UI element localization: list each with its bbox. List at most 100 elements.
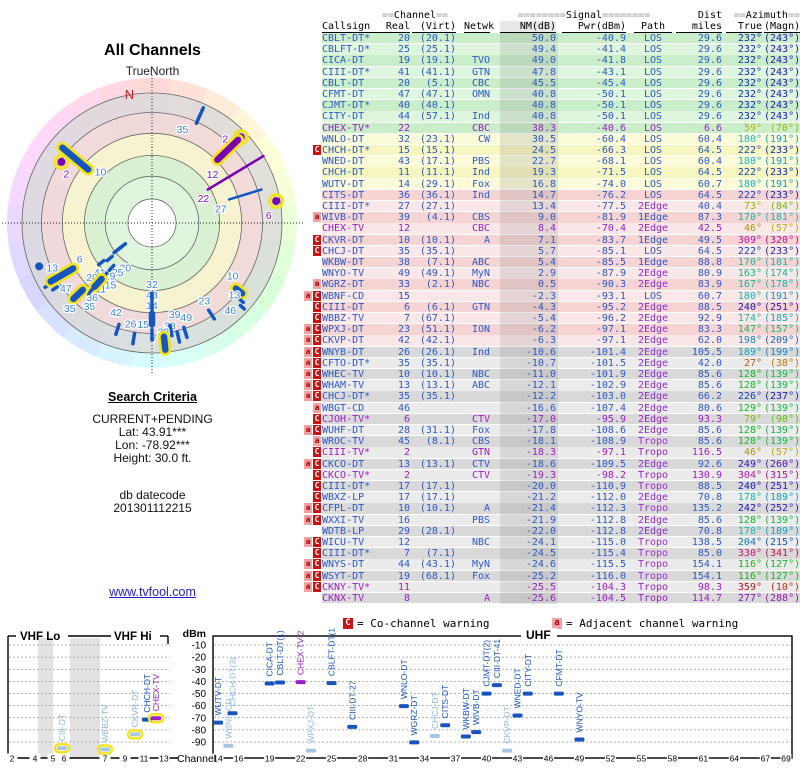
channel-tick-label: 52 [606, 754, 616, 764]
cell-real: 7 [403, 548, 410, 560]
cell-callsign: CIII-TV* [322, 447, 371, 459]
cell-true: 178° [737, 525, 762, 537]
site-link-wrap: www.tvfool.com [40, 585, 265, 599]
column-header-magn: (Magn) [764, 21, 800, 33]
cell-miles: 85.6 [697, 514, 722, 526]
cell-nm: -25.5 [525, 581, 556, 593]
cell-path: 2Edge [637, 525, 669, 537]
channel-tick-label: 31 [389, 754, 399, 764]
cell-magn: (10°) [769, 581, 800, 593]
cell-callsign: CIII-DT* [322, 481, 371, 492]
cell-path: LOS [643, 145, 663, 156]
cell-true: 232° [737, 111, 762, 123]
nm-column-band [500, 201, 558, 213]
tvfool-link[interactable]: www.tvfool.com [109, 585, 196, 599]
station-label: CFMT-DT [554, 649, 564, 686]
cell-true: 180° [737, 290, 762, 302]
radar-channel-label: 2 [222, 134, 228, 146]
cell-real: 29 [397, 525, 410, 537]
cell-real: 38 [397, 257, 410, 268]
cell-magn: (191°) [764, 290, 800, 302]
cell-virt: (47.1) [419, 89, 456, 100]
table-row: a C CKNY-TV* 11 -25.5 -104.3 Tropo 98.3 359° (10°… [298, 581, 800, 593]
cell-callsign: WIVB-DT [322, 212, 365, 224]
cell-miles: 60.4 [697, 156, 722, 168]
cell-nm: -12.1 [525, 380, 556, 392]
tick-pad [388, 753, 400, 763]
cell-magn: (84°) [769, 201, 800, 212]
nm-column-band [500, 369, 558, 381]
co-channel-warning-badge: C [313, 357, 321, 368]
table-row: a WGRZ-DT 33 (2.1) NBC 0.5 -90.3 2Edge 83.9 167°(… [298, 279, 800, 291]
cell-miles: 64.5 [697, 189, 722, 201]
cell-true: 232° [737, 77, 762, 89]
cell-miles: 29.6 [697, 66, 722, 78]
station-label: WNLO-DT [399, 659, 409, 699]
table-row: a C WXXI-TV 16 PBS -21.9 -112.8 2Edge 85.6 128° (1… [298, 514, 800, 526]
cell-virt: (6.1) [425, 301, 456, 313]
station-marker [274, 680, 285, 685]
radar-marker-bar [59, 144, 92, 173]
cell-real: 27 [397, 201, 410, 212]
cell-callsign: CIII-DT* [322, 548, 371, 560]
cell-miles: 42.5 [697, 223, 722, 235]
nm-column-band [500, 77, 558, 89]
cell-real: 2 [403, 469, 410, 481]
radar-channel-label: 20 [119, 263, 131, 275]
nm-column-band [500, 357, 558, 369]
cell-virt: (25.1) [419, 44, 456, 56]
cell-magn: (139°) [764, 380, 800, 392]
cell-path: LOS [643, 44, 663, 56]
cell-nm: -17.8 [525, 425, 556, 436]
cell-pwr: -110.9 [589, 481, 626, 492]
cell-magn: (199°) [764, 346, 800, 358]
cell-pwr: -97.1 [595, 335, 626, 347]
cell-path: 2Edge [637, 380, 669, 392]
adjacent-warning-badge: a [304, 335, 312, 346]
cell-miles: 29.6 [697, 55, 722, 67]
nm-column-band [500, 178, 558, 190]
co-channel-warning-badge: C [313, 503, 321, 514]
cell-true: 129° [737, 402, 762, 414]
nm-column-band [500, 492, 558, 504]
nm-column-band [500, 458, 558, 470]
cell-callsign: CKCO-TV* [322, 469, 371, 481]
cell-netwk: CTV [471, 413, 490, 425]
cell-real: 40 [397, 100, 410, 112]
cell-real: 25 [397, 44, 410, 56]
cell-nm: -18.6 [525, 458, 556, 470]
table-row: a C WNYB-DT 26 (26.1) Ind -10.6 -101.4 2Edge 105.… [298, 346, 800, 358]
cell-nm: -4.3 [531, 301, 556, 313]
cell-netwk: CTV [471, 469, 490, 481]
row-background [322, 436, 800, 447]
cell-miles: 98.3 [697, 581, 722, 593]
cell-nm: 38.3 [531, 122, 556, 134]
row-background [322, 223, 800, 234]
criteria-height: Height: 30.0 ft. [113, 451, 192, 465]
cell-pwr: -103.0 [589, 391, 626, 403]
pending-highlight [268, 193, 285, 210]
row-background [322, 111, 800, 122]
table-row: a C CKCO-DT 13 (13.1) CTV -18.6 -109.5 2Edge 92.6… [298, 458, 800, 470]
station-label: CHCJ-DT [430, 692, 440, 729]
cell-miles: 60.7 [697, 178, 722, 190]
column-header-real: Real [374, 21, 410, 33]
cell-virt: (2.1) [425, 279, 456, 291]
cell-path: 2Edge [637, 201, 669, 212]
cell-virt: (67.1) [419, 313, 456, 324]
cell-magn: (288°) [764, 593, 800, 604]
warning-badges: C [298, 234, 321, 245]
table-row: a C WNYS-DT 44 (43.1) MyN -24.6 -115.5 Tropo 154.… [298, 559, 800, 571]
table-row: C CHCJ-DT 35 (35.1) 5.7 -85.1 LOS 64.5 222° (233°… [298, 245, 800, 257]
cell-miles: 135.2 [691, 503, 722, 515]
cell-virt: (17.1) [419, 156, 456, 168]
table-row: a C CFPL-DT 10 (10.1) A -21.4 -112.3 Tropo 135.2 2… [298, 503, 800, 515]
table-row: C CHCH-DT* 15 (15.1) 24.5 -66.3 LOS 64.5 222° (23… [298, 145, 800, 157]
cell-callsign: WNED-DT [322, 156, 365, 168]
row-background [322, 189, 800, 201]
tick-pad [138, 753, 150, 763]
cell-miles: 80.6 [697, 402, 722, 414]
nm-column-band [500, 33, 558, 45]
